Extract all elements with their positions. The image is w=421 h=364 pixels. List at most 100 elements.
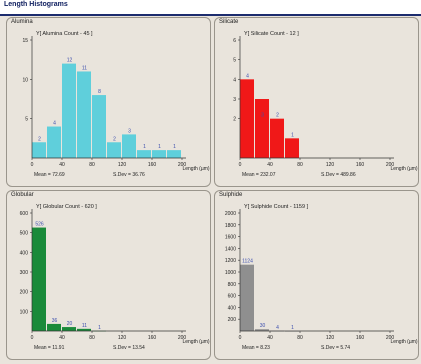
histogram-bar	[255, 329, 269, 331]
y-tick-label: 5	[25, 117, 28, 123]
bar-value-label: 8	[98, 89, 101, 95]
x-tick-label: 0	[239, 335, 242, 341]
histogram-bar	[47, 323, 61, 331]
bar-value-label: 3	[128, 128, 131, 134]
panel-sulphide: Sulphide Y[ Sulphide Count - 1159 ] 1124 3…	[214, 190, 419, 360]
sdev-label: S.Dev = 5.74	[321, 345, 350, 351]
histogram-bar	[240, 79, 254, 158]
histogram-bar	[62, 327, 76, 331]
x-tick-label: 80	[89, 335, 95, 341]
x-tick-label: 200	[178, 162, 187, 168]
y-tick-label: 5	[233, 58, 236, 64]
x-tick-label: 80	[297, 162, 303, 168]
bar-value-label: 11	[82, 65, 87, 71]
histogram-bar	[270, 118, 284, 158]
y-tick-label: 1600	[225, 235, 236, 241]
panel-title-globular: Globular	[11, 192, 34, 198]
histogram-bar	[62, 63, 76, 158]
y-tick-label: 1400	[225, 246, 236, 252]
bar-value-label: 2	[113, 136, 116, 142]
y-tick-label: 6	[233, 38, 236, 44]
histogram-bar	[107, 142, 121, 158]
histogram-bar	[285, 138, 299, 158]
bar-value-label: 11	[82, 323, 87, 329]
x-tick-label: 120	[326, 335, 335, 341]
panel-alumina: Alumina Y[ Alumina Count - 45 ] 2 4 12 11 8 2 3…	[6, 17, 211, 187]
x-tick-label: 200	[178, 335, 187, 341]
y-tick-label: 15	[22, 38, 28, 44]
histogram-bar	[137, 150, 151, 158]
x-tick-label: 40	[267, 162, 273, 168]
sdev-label: S.Dev = 489.86	[321, 172, 356, 178]
mean-label: Mean = 8.23	[242, 345, 270, 351]
x-tick-label: 200	[386, 162, 395, 168]
x-tick-label: 120	[118, 335, 127, 341]
sdev-label: S.Dev = 13.54	[113, 345, 145, 351]
x-axis-label: Length (µm)	[390, 166, 417, 172]
histogram-bar	[255, 99, 269, 158]
bar-value-label: 4	[276, 325, 279, 331]
x-axis-label: Length (µm)	[182, 166, 209, 172]
histogram-bar	[92, 95, 106, 158]
bar-value-label: 4	[246, 73, 249, 79]
x-tick-label: 160	[356, 162, 365, 168]
y-axis-label: Y[ Silicate Count - 12 ]	[244, 31, 299, 37]
histogram-bar	[152, 150, 166, 158]
page-title: Length Histograms	[4, 1, 68, 8]
y-axis-label: Y[ Globular Count - 620 ]	[36, 204, 97, 210]
bar-value-label: 2	[276, 113, 279, 119]
y-tick-label: 800	[228, 282, 237, 288]
bar-value-label: 4	[53, 121, 56, 127]
panel-title-sulphide: Sulphide	[219, 192, 243, 198]
x-tick-label: 200	[386, 335, 395, 341]
histogram-bar	[32, 142, 46, 158]
mean-label: Mean = 11.91	[34, 345, 65, 351]
histogram-bar	[77, 71, 91, 158]
x-tick-label: 80	[297, 335, 303, 341]
x-tick-label: 0	[31, 162, 34, 168]
sdev-label: S.Dev = 36.76	[113, 172, 145, 178]
x-axis-label: Length (µm)	[390, 339, 417, 345]
y-tick-label: 300	[20, 270, 29, 276]
x-tick-label: 160	[148, 162, 157, 168]
x-tick-label: 0	[31, 335, 34, 341]
panel-silicate: Silicate Y[ Silicate Count - 12 ] 4 3 2 1 2 3 4…	[214, 17, 419, 187]
histogram-bar	[167, 150, 181, 158]
y-tick-label: 200	[20, 290, 29, 296]
bar-value-label: 526	[35, 222, 44, 228]
y-tick-label: 1200	[225, 258, 236, 264]
y-tick-label: 200	[228, 317, 237, 323]
y-axis-label: Y[ Sulphide Count - 1159 ]	[244, 204, 309, 210]
histogram-bar	[32, 227, 46, 331]
panel-title-silicate: Silicate	[219, 19, 239, 25]
y-axis-label: Y[ Alumina Count - 45 ]	[36, 31, 93, 37]
bar-value-label: 1	[98, 325, 101, 331]
histogram-bar	[122, 134, 136, 158]
bar-value-label: 1	[158, 144, 161, 150]
x-tick-label: 40	[267, 335, 273, 341]
x-tick-label: 40	[59, 335, 65, 341]
y-tick-label: 400	[228, 305, 237, 311]
y-tick-label: 400	[20, 250, 29, 256]
y-tick-label: 4	[233, 77, 236, 83]
y-tick-label: 1800	[225, 223, 236, 229]
panel-title-alumina: Alumina	[11, 19, 33, 25]
histogram-bar	[77, 328, 91, 331]
x-axis-label: Length (µm)	[182, 339, 209, 345]
bar-value-label: 36	[52, 318, 58, 324]
bar-value-label: 1	[143, 144, 146, 150]
histogram-silicate: Y[ Silicate Count - 12 ] 4 3 2 1 2 3 4 5 6 0 40 80 12…	[233, 31, 418, 178]
bar-value-label: 1124	[242, 259, 253, 265]
bar-value-label: 30	[260, 323, 266, 329]
bar-value-label: 1	[291, 132, 294, 138]
bar-value-label: 12	[67, 58, 73, 64]
panel-globular: Globular Y[ Globular Count - 620 ] 526 36 2…	[6, 190, 211, 360]
y-tick-label: 600	[20, 211, 29, 217]
mean-label: Mean = 72.69	[34, 172, 65, 178]
y-tick-label: 500	[20, 231, 29, 237]
mean-label: Mean = 232.07	[242, 172, 276, 178]
bar-value-label: 2	[38, 136, 41, 142]
x-tick-label: 0	[239, 162, 242, 168]
